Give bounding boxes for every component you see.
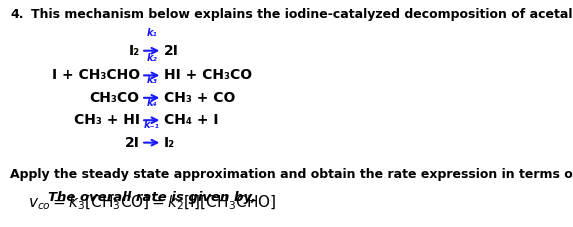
- Text: HI + CH₃CO: HI + CH₃CO: [164, 68, 252, 82]
- Text: I₂: I₂: [128, 44, 140, 58]
- Text: Apply the steady state approximation and obtain the rate expression in terms of : Apply the steady state approximation and…: [10, 168, 573, 181]
- Text: The overall rate is given by,: The overall rate is given by,: [48, 191, 256, 204]
- Text: k₋₁: k₋₁: [144, 120, 160, 130]
- Text: I₂: I₂: [164, 136, 175, 150]
- Text: I + CH₃CHO: I + CH₃CHO: [52, 68, 140, 82]
- Text: k₂: k₂: [146, 53, 157, 63]
- Text: $v_{co} = k_3[\mathrm{CH_3CO}] = k_2[\mathrm{I}][\mathrm{CH_3CHO}]$: $v_{co} = k_3[\mathrm{CH_3CO}] = k_2[\ma…: [28, 194, 276, 212]
- Text: 2I: 2I: [125, 136, 140, 150]
- Text: k₁: k₁: [146, 28, 157, 38]
- Text: 2I: 2I: [164, 44, 179, 58]
- Text: k₄: k₄: [146, 98, 157, 108]
- Text: CH₄ + I: CH₄ + I: [164, 113, 218, 127]
- Text: CH₃ + CO: CH₃ + CO: [164, 91, 235, 105]
- Text: CH₃CO: CH₃CO: [90, 91, 140, 105]
- Text: CH₃ + HI: CH₃ + HI: [74, 113, 140, 127]
- Text: This mechanism below explains the iodine-catalyzed decomposition of acetaldehyde: This mechanism below explains the iodine…: [32, 8, 573, 21]
- Text: 4.: 4.: [10, 8, 24, 21]
- Text: k₃: k₃: [146, 75, 157, 86]
